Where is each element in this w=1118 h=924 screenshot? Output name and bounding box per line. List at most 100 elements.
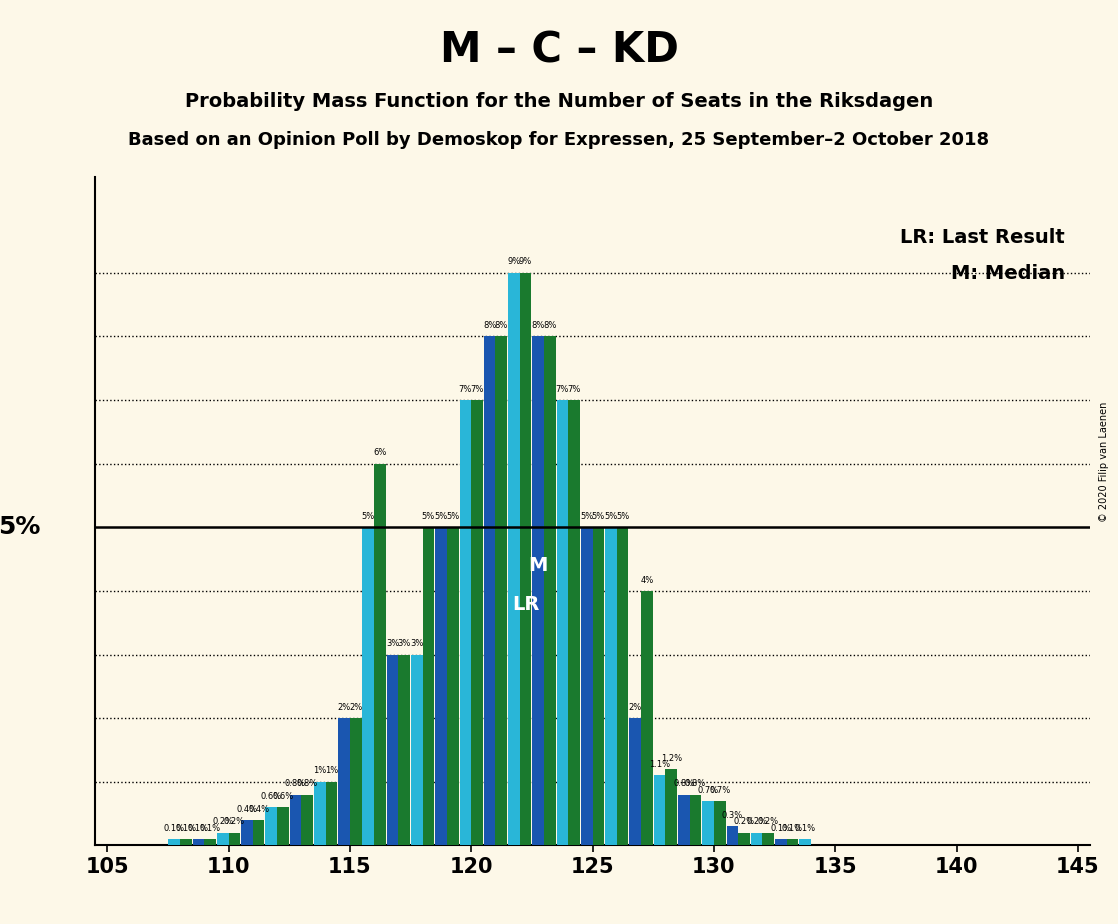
Bar: [459, 400, 471, 845]
Text: 3%: 3%: [386, 639, 399, 649]
Text: 5%: 5%: [446, 512, 459, 521]
Bar: [714, 801, 726, 845]
Bar: [265, 808, 277, 845]
Text: 0.8%: 0.8%: [685, 779, 707, 788]
Text: 8%: 8%: [543, 322, 557, 330]
Bar: [557, 400, 568, 845]
Text: Based on an Opinion Poll by Demoskop for Expressen, 25 September–2 October 2018: Based on an Opinion Poll by Demoskop for…: [129, 131, 989, 149]
Bar: [593, 528, 604, 845]
Text: 0.8%: 0.8%: [285, 779, 306, 788]
Text: 1.2%: 1.2%: [661, 754, 682, 762]
Bar: [738, 833, 750, 845]
Bar: [411, 654, 423, 845]
Bar: [520, 273, 531, 845]
Text: Probability Mass Function for the Number of Seats in the Riksdagen: Probability Mass Function for the Number…: [184, 92, 934, 112]
Text: 0.1%: 0.1%: [176, 823, 197, 833]
Text: 0.4%: 0.4%: [248, 805, 269, 814]
Text: 5%: 5%: [0, 516, 40, 540]
Text: 9%: 9%: [508, 258, 521, 266]
Text: 2%: 2%: [338, 703, 351, 711]
Bar: [495, 336, 508, 845]
Bar: [350, 718, 361, 845]
Bar: [447, 528, 458, 845]
Bar: [290, 795, 302, 845]
Text: 0.7%: 0.7%: [709, 785, 730, 795]
Text: 0.8%: 0.8%: [296, 779, 318, 788]
Bar: [629, 718, 641, 845]
Bar: [302, 795, 313, 845]
Text: LR: Last Result: LR: Last Result: [900, 227, 1065, 247]
Text: 0.1%: 0.1%: [199, 823, 220, 833]
Text: 1%: 1%: [313, 767, 326, 775]
Text: 9%: 9%: [519, 258, 532, 266]
Text: 7%: 7%: [458, 384, 472, 394]
Text: 7%: 7%: [471, 384, 484, 394]
Text: © 2020 Filip van Laenen: © 2020 Filip van Laenen: [1099, 402, 1109, 522]
Bar: [617, 528, 628, 845]
Bar: [727, 826, 738, 845]
Text: 6%: 6%: [373, 448, 387, 457]
Bar: [241, 820, 253, 845]
Text: 0.2%: 0.2%: [212, 818, 234, 826]
Text: 0.4%: 0.4%: [236, 805, 257, 814]
Text: 0.6%: 0.6%: [273, 792, 294, 801]
Bar: [665, 769, 678, 845]
Bar: [435, 528, 447, 845]
Text: 5%: 5%: [580, 512, 594, 521]
Bar: [471, 400, 483, 845]
Text: 0.6%: 0.6%: [260, 792, 282, 801]
Text: 0.1%: 0.1%: [795, 823, 816, 833]
Bar: [228, 833, 240, 845]
Bar: [423, 528, 434, 845]
Bar: [678, 795, 690, 845]
Bar: [169, 839, 180, 845]
Bar: [339, 718, 350, 845]
Text: 2%: 2%: [628, 703, 642, 711]
Bar: [398, 654, 410, 845]
Text: 7%: 7%: [568, 384, 580, 394]
Bar: [605, 528, 617, 845]
Text: 1.1%: 1.1%: [648, 760, 670, 769]
Text: 3%: 3%: [410, 639, 424, 649]
Text: 0.7%: 0.7%: [698, 785, 719, 795]
Text: 1%: 1%: [325, 767, 338, 775]
Bar: [387, 654, 398, 845]
Bar: [751, 833, 762, 845]
Text: 5%: 5%: [591, 512, 605, 521]
Text: 8%: 8%: [494, 322, 508, 330]
Text: M: M: [529, 556, 548, 575]
Bar: [325, 782, 338, 845]
Bar: [654, 775, 665, 845]
Bar: [581, 528, 593, 845]
Bar: [762, 833, 774, 845]
Bar: [775, 839, 787, 845]
Text: 5%: 5%: [421, 512, 435, 521]
Text: 2%: 2%: [349, 703, 362, 711]
Bar: [544, 336, 556, 845]
Bar: [375, 464, 386, 845]
Bar: [362, 528, 375, 845]
Text: 7%: 7%: [556, 384, 569, 394]
Bar: [799, 839, 811, 845]
Text: 0.1%: 0.1%: [781, 823, 803, 833]
Text: 0.1%: 0.1%: [163, 823, 184, 833]
Text: 8%: 8%: [531, 322, 544, 330]
Text: 0.1%: 0.1%: [188, 823, 209, 833]
Bar: [568, 400, 580, 845]
Bar: [690, 795, 701, 845]
Bar: [508, 273, 520, 845]
Text: 0.1%: 0.1%: [770, 823, 792, 833]
Text: 4%: 4%: [641, 576, 654, 585]
Text: M – C – KD: M – C – KD: [439, 30, 679, 71]
Bar: [277, 808, 288, 845]
Text: 3%: 3%: [398, 639, 411, 649]
Bar: [484, 336, 495, 845]
Text: 5%: 5%: [605, 512, 617, 521]
Text: LR: LR: [512, 595, 539, 614]
Bar: [192, 839, 205, 845]
Text: 8%: 8%: [483, 322, 496, 330]
Text: 0.2%: 0.2%: [733, 818, 755, 826]
Bar: [217, 833, 228, 845]
Bar: [702, 801, 714, 845]
Text: M: Median: M: Median: [951, 264, 1065, 284]
